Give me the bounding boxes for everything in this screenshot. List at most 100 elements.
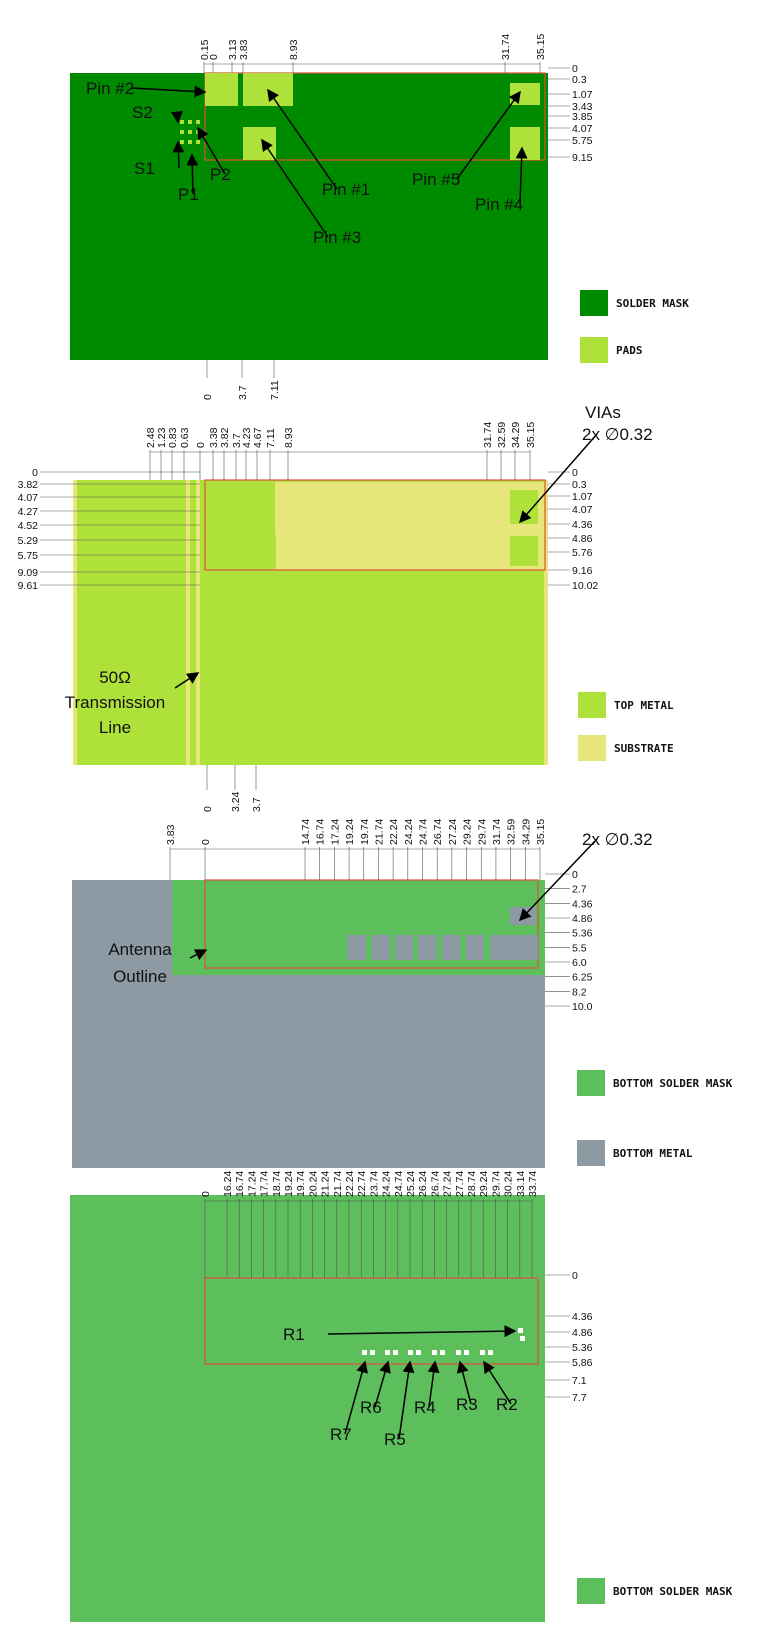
annotations: 0.150 3.13 3.83 8.93 31.74 35.1500.31.073.433… (18, 34, 733, 1604)
arrow (515, 146, 528, 205)
dimension-label: 5.75 (572, 135, 593, 147)
panel-bottom-mask (70, 1195, 545, 1622)
dimension-label: 5.29 (18, 535, 39, 547)
callout: 2x ∅0.32 (582, 425, 653, 444)
dimension-label: 32.59 (496, 422, 508, 448)
dimension-label: 3.85 (572, 111, 593, 123)
dimension-label: 33.74 (527, 1171, 539, 1197)
legend-swatch (577, 1578, 605, 1604)
callout: R6 (360, 1398, 382, 1417)
callout: R5 (384, 1430, 406, 1449)
dimension-label: 10.0 (572, 1001, 593, 1013)
bottom-solder-mask (172, 880, 545, 975)
dimension-label: 0 (195, 442, 207, 448)
dimension-label: 24.74 (393, 1171, 405, 1197)
arrow (174, 672, 200, 689)
outline (204, 72, 546, 161)
dimension-label: 4.67 (252, 427, 264, 448)
legend-swatch (580, 337, 608, 363)
dimension-label: 3.82 (18, 479, 39, 491)
dimension-label: 5.75 (18, 550, 39, 562)
note: Antenna (108, 940, 172, 959)
dimension-label: 22.74 (356, 1171, 368, 1197)
arrow (197, 126, 226, 175)
dimension-label: 17.24 (329, 819, 341, 845)
dimension-label: 2.7 (572, 884, 587, 896)
arrow (398, 1360, 415, 1440)
dimension-label: 0 (572, 63, 578, 75)
dimension-label: 3.43 (572, 101, 593, 113)
dimension-label: 33.14 (515, 1171, 527, 1197)
arrow (344, 1360, 368, 1435)
dimension-label: 9.15 (572, 152, 593, 164)
dimension-label: 0 (32, 467, 38, 479)
dimension-label: 5.76 (572, 547, 593, 559)
dimension-label: 3.7 (237, 385, 249, 400)
dimension-label: 7.7 (572, 1392, 587, 1404)
callout: R7 (330, 1425, 352, 1444)
note: Line (99, 718, 131, 737)
dimension-label: 16.74 (234, 1171, 246, 1197)
dimension-label: 0 (200, 839, 212, 845)
callout: P2 (210, 165, 231, 184)
dimension-label: 20.24 (307, 1171, 319, 1197)
dimension-label: 3.38 (208, 427, 220, 448)
dimension-label: 2.48 (145, 427, 157, 448)
dimension-label: 34.29 (520, 819, 532, 845)
arrow (172, 140, 185, 169)
legend-swatch (577, 1070, 605, 1096)
dimension-label: 8.93 (288, 39, 300, 60)
dimension-label: 9.16 (572, 565, 593, 577)
dimension-label: 5.86 (572, 1357, 593, 1369)
dimension-label: 29.24 (478, 1171, 490, 1197)
dimension-label: 0 (208, 54, 220, 60)
panel-solder-mask (70, 72, 548, 360)
callout: Pin #4 (475, 195, 523, 214)
dimension-label: 16.74 (315, 819, 327, 845)
dimension-label: 26.24 (417, 1171, 429, 1197)
legend-swatch (578, 735, 606, 761)
panel-top-metal (73, 479, 548, 765)
dimension-label: 0 (572, 1270, 578, 1282)
substrate (275, 482, 545, 570)
dimension-label: 17.74 (259, 1171, 271, 1197)
dimension-label: 1.07 (572, 491, 593, 503)
dimension-label: 30.24 (503, 1171, 515, 1197)
legend-label: BOTTOM METAL (613, 1147, 693, 1160)
callout: VIAs (585, 403, 621, 422)
callout: S1 (134, 159, 155, 178)
legend-swatch (577, 1140, 605, 1166)
dimension-label: 23.74 (368, 1171, 380, 1197)
dimension-label: 4.36 (572, 519, 593, 531)
callout: Pin #3 (313, 228, 361, 247)
dimension-label: 27.24 (442, 1171, 454, 1197)
dimension-label: 4.52 (18, 520, 39, 532)
legend-label: TOP METAL (614, 699, 674, 712)
arrow (519, 433, 598, 524)
dimension-label: 17.24 (246, 1171, 258, 1197)
legend-swatch (578, 692, 606, 718)
dimension-label: 9.61 (18, 580, 39, 592)
dimension-label: 10.02 (572, 580, 598, 592)
note: Outline (113, 967, 167, 986)
dimension-label: 5.36 (572, 1342, 593, 1354)
dimension-label: 21.74 (332, 1171, 344, 1197)
note: 50Ω (99, 668, 131, 687)
arrow (130, 85, 207, 98)
dimension-label: 19.74 (359, 819, 371, 845)
dimension-label: 4.23 (241, 427, 253, 448)
arrow (170, 110, 183, 124)
dimension-label: 5.5 (572, 942, 587, 954)
dimension-label: 24.24 (403, 819, 415, 845)
arrow (374, 1360, 391, 1408)
legend-swatch (580, 290, 608, 316)
dimension-label: 3.82 (219, 427, 231, 448)
dimension-label: 4.07 (18, 492, 39, 504)
dimension-label: 4.36 (572, 898, 593, 910)
arrow (483, 1360, 512, 1405)
dimension-label: 22.24 (388, 819, 400, 845)
dimension-label: 0.3 (572, 479, 587, 491)
dimension-label: 24.74 (418, 819, 430, 845)
dimension-label: 19.24 (283, 1171, 295, 1197)
